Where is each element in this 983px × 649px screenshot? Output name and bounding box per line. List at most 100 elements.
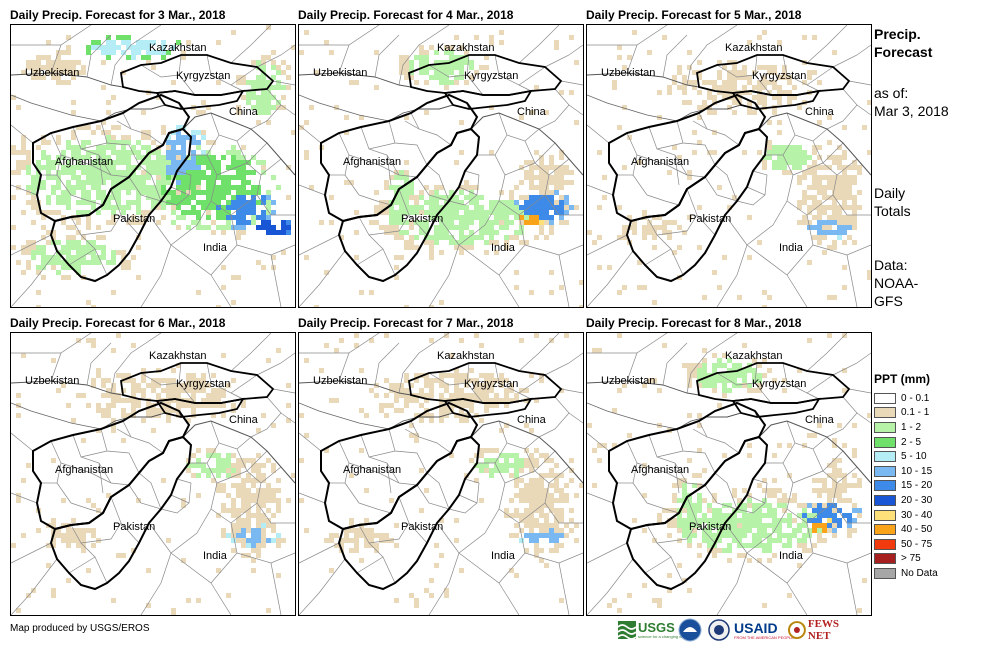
map-svg: Kazakhstan Uzbekistan Kyrgyzstan China Afgha… [587, 25, 871, 307]
legend-label: 0.1 - 1 [901, 407, 930, 419]
map-panel-3: Daily Precip. Forecast for 5 Mar., 2018 … [586, 8, 872, 308]
legend-item: 30 - 40 [874, 508, 938, 523]
label-kazakhstan: Kazakhstan [437, 350, 494, 362]
label-afghanistan: Afghanistan [55, 156, 113, 168]
side-daily-line1: Daily [874, 185, 906, 201]
map-area[interactable]: Kazakhstan Uzbekistan Kyrgyzstan China Afgha… [586, 24, 872, 308]
usaid-wordmark: USAID [734, 619, 778, 636]
label-afghanistan: Afghanistan [343, 464, 401, 476]
legend-item: 5 - 10 [874, 449, 938, 464]
label-uzbekistan: Uzbekistan [25, 67, 79, 79]
label-afghanistan: Afghanistan [55, 464, 113, 476]
label-kyrgyzstan: Kyrgyzstan [176, 70, 230, 82]
map-area[interactable]: Kazakhstan Uzbekistan Kyrgyzstan China Afgha… [298, 24, 584, 308]
side-title-line1: Precip. [874, 26, 921, 42]
borders-layer [11, 25, 295, 307]
legend-swatch [874, 392, 896, 404]
label-pakistan: Pakistan [401, 213, 443, 225]
borders-layer [11, 333, 295, 615]
label-afghanistan: Afghanistan [631, 464, 689, 476]
label-india: India [779, 550, 804, 562]
panel-title: Daily Precip. Forecast for 6 Mar., 2018 [10, 316, 226, 330]
label-india: India [491, 242, 516, 254]
map-panel-4: Daily Precip. Forecast for 6 Mar., 2018 … [10, 316, 296, 616]
legend-item: 10 - 15 [874, 464, 938, 479]
label-pakistan: Pakistan [689, 521, 731, 533]
borders-layer [587, 25, 871, 307]
map-area[interactable]: Kazakhstan Uzbekistan Kyrgyzstan China Afgha… [10, 24, 296, 308]
label-india: India [203, 550, 228, 562]
map-area[interactable]: Kazakhstan Uzbekistan Kyrgyzstan China Afgha… [586, 332, 872, 616]
legend-swatch [874, 553, 896, 565]
label-kyrgyzstan: Kyrgyzstan [464, 378, 518, 390]
label-kyrgyzstan: Kyrgyzstan [752, 378, 806, 390]
legend: PPT (mm) 0 - 0.1 0.1 - 1 1 - 2 2 - 5 5 - 10 1… [874, 372, 938, 581]
legend-label: 30 - 40 [901, 509, 933, 521]
panel-title: Daily Precip. Forecast for 5 Mar., 2018 [586, 8, 802, 22]
noaa-emblem-icon [678, 618, 702, 642]
legend-swatch [874, 538, 896, 550]
side-daily-line2: Totals [874, 203, 911, 219]
legend-item: 2 - 5 [874, 435, 938, 450]
legend-title: PPT (mm) [874, 372, 931, 386]
label-china: China [805, 106, 835, 118]
legend-item: 1 - 2 [874, 420, 938, 435]
credit-text: Map produced by USGS/EROS [10, 623, 150, 634]
fewsnet-wordmark: FEWS NET [807, 618, 840, 642]
legend-label: 50 - 75 [901, 538, 933, 550]
usaid-logo: USAID FROM THE AMERICAN PEOPLE [734, 617, 794, 643]
label-uzbekistan: Uzbekistan [313, 375, 367, 387]
borders-layer [587, 333, 871, 615]
fewsnet-wreath-icon [788, 621, 806, 639]
panel-title: Daily Precip. Forecast for 4 Mar., 2018 [298, 8, 514, 22]
borders-layer [299, 333, 583, 615]
usgs-logo: USGS science for a changing world [618, 617, 689, 643]
map-panel-6: Daily Precip. Forecast for 8 Mar., 2018 … [586, 316, 872, 616]
side-as-of: as of: Mar 3, 2018 [874, 84, 949, 120]
label-uzbekistan: Uzbekistan [25, 375, 79, 387]
precip-layer [11, 333, 295, 615]
map-area[interactable]: Kazakhstan Uzbekistan Kyrgyzstan China Afgha… [298, 332, 584, 616]
map-area[interactable]: Kazakhstan Uzbekistan Kyrgyzstan China Afgha… [10, 332, 296, 616]
side-data-line3: GFS [874, 293, 903, 309]
legend-label: > 75 [901, 553, 921, 565]
legend-item: 20 - 30 [874, 493, 938, 508]
legend-item: 15 - 20 [874, 479, 938, 494]
map-panel-2: Daily Precip. Forecast for 4 Mar., 2018 … [298, 8, 584, 308]
map-svg: Kazakhstan Uzbekistan Kyrgyzstan China Afgha… [299, 333, 583, 615]
seal-icon [708, 619, 730, 641]
map-panel-5: Daily Precip. Forecast for 7 Mar., 2018 … [298, 316, 584, 616]
legend-label: 20 - 30 [901, 494, 933, 506]
side-data-line1: Data: [874, 257, 908, 273]
label-kazakhstan: Kazakhstan [437, 42, 494, 54]
label-china: China [517, 414, 547, 426]
map-svg: Kazakhstan Uzbekistan Kyrgyzstan China Afgha… [299, 25, 583, 307]
label-uzbekistan: Uzbekistan [601, 375, 655, 387]
legend-item: 40 - 50 [874, 522, 938, 537]
legend-item: 50 - 75 [874, 537, 938, 552]
label-china: China [517, 106, 547, 118]
legend-item: No Data [874, 566, 938, 581]
usgs-tagline: science for a changing world [638, 634, 689, 639]
usgs-wordmark: USGS [638, 620, 675, 635]
side-daily-totals: Daily Totals [874, 184, 911, 220]
legend-label: 2 - 5 [901, 436, 922, 448]
legend-item: > 75 [874, 552, 938, 567]
legend-swatch [874, 436, 896, 448]
label-india: India [491, 550, 516, 562]
legend-swatch [874, 480, 896, 492]
noaa-logo [678, 617, 702, 643]
usgs-wave-icon [618, 621, 636, 639]
legend-swatch [874, 465, 896, 477]
label-kazakhstan: Kazakhstan [149, 350, 206, 362]
label-china: China [229, 414, 259, 426]
legend-label: 5 - 10 [901, 451, 927, 463]
label-pakistan: Pakistan [113, 521, 155, 533]
legend-swatch [874, 567, 896, 579]
side-title: Precip. Forecast [874, 25, 932, 61]
legend-label: 0 - 0.1 [901, 392, 930, 404]
label-kazakhstan: Kazakhstan [725, 42, 782, 54]
label-kazakhstan: Kazakhstan [725, 350, 782, 362]
side-title-line2: Forecast [874, 44, 933, 60]
label-kyrgyzstan: Kyrgyzstan [176, 378, 230, 390]
